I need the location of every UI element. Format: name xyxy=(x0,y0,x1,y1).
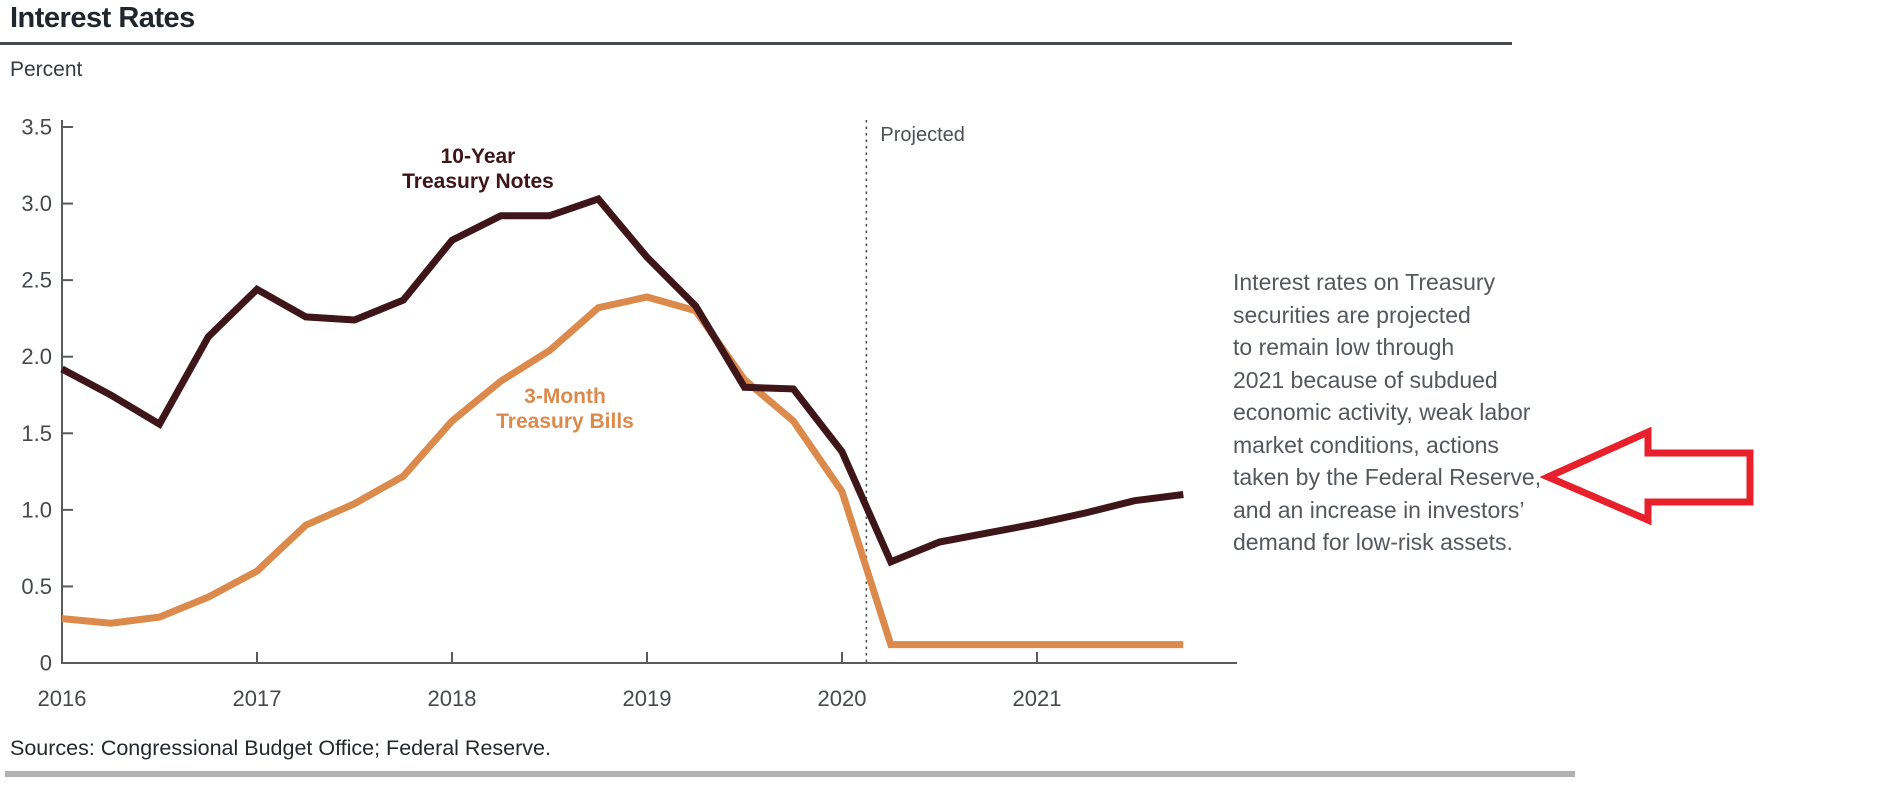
x-tick-label: 2021 xyxy=(1013,686,1062,711)
y-tick-label: 1.0 xyxy=(21,497,52,522)
y-tick-label: 2.5 xyxy=(21,268,52,293)
y-tick-label: 2.0 xyxy=(21,344,52,369)
annotation-text: Interest rates on Treasury securities ar… xyxy=(1233,269,1542,555)
bottom-divider-bar xyxy=(5,771,1575,777)
x-tick-label: 2020 xyxy=(818,686,867,711)
notes-line xyxy=(60,194,1184,567)
notes-series-label: Treasury Notes xyxy=(402,170,554,193)
bills-line xyxy=(61,293,1184,649)
x-tick-label: 2018 xyxy=(428,686,477,711)
y-tick-label: 0.5 xyxy=(21,574,52,599)
y-tick-label: 3.5 xyxy=(21,115,52,140)
notes-series-label: 10-Year xyxy=(441,145,516,168)
sources-note: Sources: Congressional Budget Office; Fe… xyxy=(10,736,551,760)
x-tick-label: 2016 xyxy=(38,686,87,711)
x-tick-label: 2019 xyxy=(623,686,672,711)
y-tick-label: 0 xyxy=(40,651,52,676)
page-title: Interest Rates xyxy=(10,2,195,34)
title-underline-rule xyxy=(0,42,1512,45)
y-axis-unit-label: Percent xyxy=(10,58,83,81)
left-pointing-arrow-shape xyxy=(1540,426,1754,526)
bills-series-label: Treasury Bills xyxy=(496,410,634,433)
y-tick-label: 3.0 xyxy=(21,191,52,216)
bills-series-label: 3-Month xyxy=(524,385,606,408)
red-arrow-icon xyxy=(1540,426,1754,526)
y-tick-label: 1.5 xyxy=(21,421,52,446)
x-tick-label: 2017 xyxy=(233,686,282,711)
projected-label: Projected xyxy=(880,124,965,146)
